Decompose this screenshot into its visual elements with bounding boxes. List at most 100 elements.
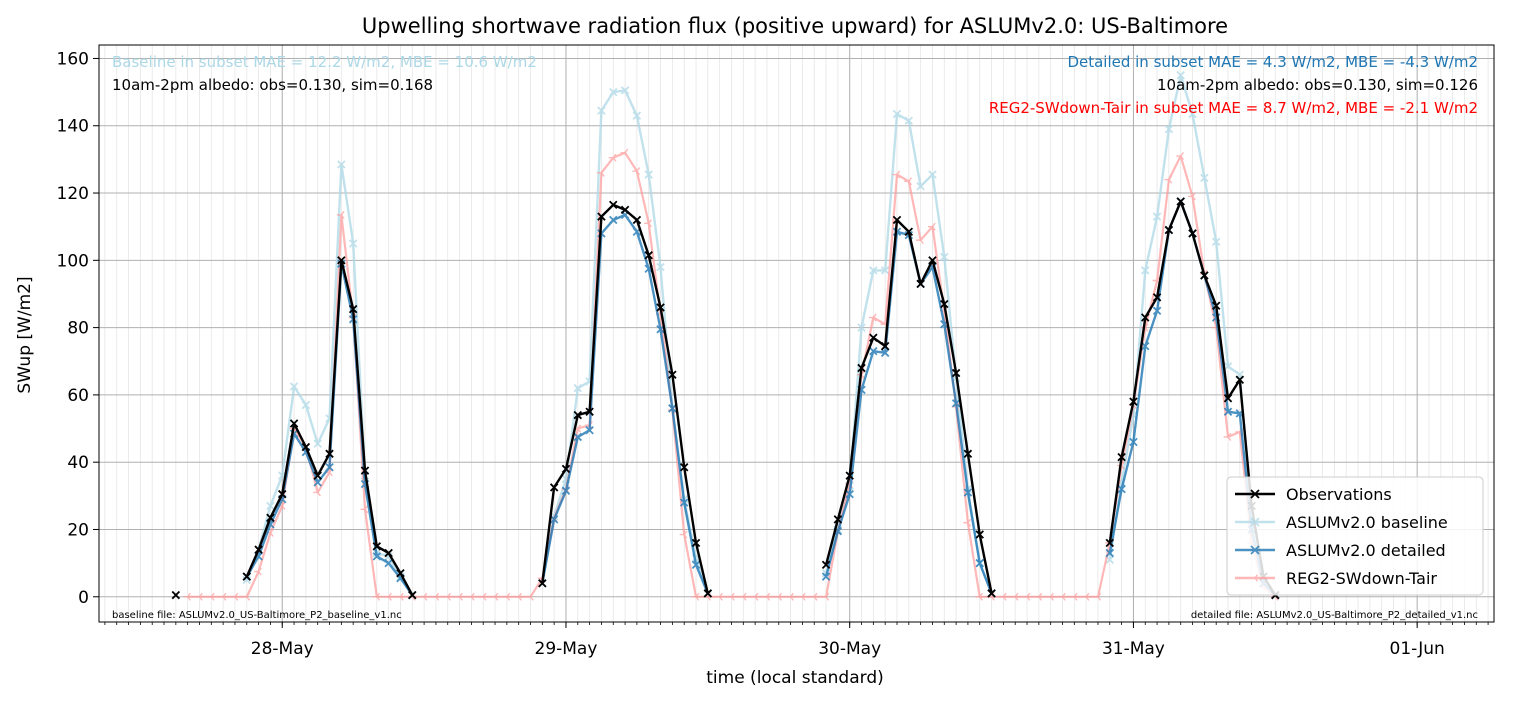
- data-point: [963, 488, 973, 497]
- data-point: [632, 167, 641, 176]
- minor-grid: [104, 45, 1489, 622]
- data-point: [1164, 124, 1174, 134]
- data-point: [573, 410, 583, 420]
- data-point: [620, 205, 630, 215]
- y-tick-label: 40: [67, 453, 89, 473]
- data-point: [396, 568, 405, 578]
- data-point: [679, 462, 689, 472]
- data-point: [940, 252, 949, 262]
- data-point: [1250, 489, 1260, 499]
- data-point: [928, 170, 937, 179]
- data-point: [348, 239, 358, 248]
- legend-label: ASLUMv2.0 baseline: [1286, 513, 1448, 532]
- y-tick-label: 80: [67, 319, 89, 339]
- data-point: [809, 592, 818, 601]
- data-point: [845, 471, 854, 480]
- data-point: [502, 592, 511, 601]
- data-point: [348, 304, 358, 314]
- data-point: [857, 363, 866, 373]
- data-point: [1117, 484, 1126, 494]
- data-point: [1058, 592, 1066, 601]
- data-point: [750, 592, 759, 601]
- data-point: [1022, 592, 1031, 601]
- baseline-file-note: baseline file: ASLUMv2.0_US-Baltimore_P2…: [112, 610, 402, 621]
- data-point: [927, 222, 936, 231]
- data-point: [609, 200, 618, 210]
- data-point: [419, 592, 428, 601]
- data-point: [869, 266, 878, 275]
- data-point: [869, 333, 878, 342]
- data-point: [266, 501, 275, 511]
- data-point: [691, 560, 701, 570]
- data-point: [1129, 437, 1138, 447]
- legend-label: REG2-SWdown-Tair: [1286, 569, 1437, 588]
- data-point: [1188, 109, 1197, 119]
- legend-entry: [1235, 489, 1275, 499]
- data-point: [242, 572, 252, 581]
- data-point: [242, 592, 251, 601]
- data-point: [561, 464, 571, 474]
- x-tick-label: 01-Jun: [1390, 639, 1445, 659]
- y-tick-label: 60: [67, 386, 89, 406]
- data-point: [1105, 538, 1115, 548]
- data-point: [892, 109, 902, 119]
- series-layer: [171, 71, 1280, 601]
- baseline-stats-annotation: Baseline in subset MAE = 12.2 W/m2, MBE …: [112, 53, 537, 71]
- data-point: [656, 303, 665, 312]
- data-point: [963, 449, 973, 459]
- data-point: [1164, 175, 1173, 184]
- data-point: [963, 518, 972, 527]
- data-point: [254, 545, 263, 554]
- data-point: [490, 592, 499, 601]
- data-point: [1223, 362, 1233, 371]
- data-point: [337, 256, 346, 265]
- y-tick-label: 0: [78, 588, 89, 608]
- data-point: [857, 323, 866, 332]
- data-point: [206, 592, 215, 601]
- data-point: [313, 478, 322, 487]
- data-point: [313, 488, 321, 497]
- data-point: [632, 111, 642, 120]
- x-tick-label: 28-May: [251, 639, 314, 659]
- data-point: [1188, 192, 1196, 201]
- data-point: [289, 419, 299, 428]
- data-point: [325, 462, 334, 472]
- y-tick-label: 100: [57, 251, 89, 271]
- data-point: [869, 346, 878, 356]
- data-point: [668, 404, 677, 413]
- legend-label: Observations: [1286, 485, 1392, 504]
- reg2-stats-annotation: REG2-SWdown-Tair in subset MAE = 8.7 W/m…: [989, 99, 1478, 117]
- data-point: [786, 592, 794, 601]
- data-point: [821, 592, 830, 601]
- data-point: [301, 442, 311, 452]
- legend-entry: [1235, 517, 1275, 527]
- data-point: [395, 592, 404, 601]
- detailed-file-note: detailed file: ASLUMv2.0_US-Baltimore_P2…: [1191, 610, 1478, 621]
- data-point: [1176, 71, 1185, 80]
- data-point: [1176, 197, 1185, 206]
- data-point: [360, 505, 369, 514]
- data-point: [644, 251, 653, 260]
- data-point: [644, 170, 653, 179]
- data-point: [975, 558, 984, 568]
- data-point: [656, 262, 665, 272]
- data-point: [679, 498, 689, 507]
- data-point: [1152, 293, 1162, 302]
- data-point: [585, 425, 594, 435]
- data-point: [478, 592, 487, 601]
- data-point: [940, 299, 949, 309]
- data-point: [715, 592, 723, 601]
- data-point: [1093, 592, 1102, 601]
- data-point: [951, 368, 961, 378]
- data-point: [1250, 545, 1260, 555]
- y-axis-label: SWup [W/m2]: [15, 276, 35, 393]
- legend-label: ASLUMv2.0 detailed: [1286, 541, 1446, 560]
- data-point: [868, 313, 877, 322]
- x-tick-label: 31-May: [1102, 639, 1165, 659]
- data-point: [1251, 574, 1258, 582]
- series-observations: [171, 197, 1280, 600]
- data-point: [774, 592, 783, 601]
- data-point: [230, 592, 239, 601]
- y-tick-label: 140: [57, 117, 89, 137]
